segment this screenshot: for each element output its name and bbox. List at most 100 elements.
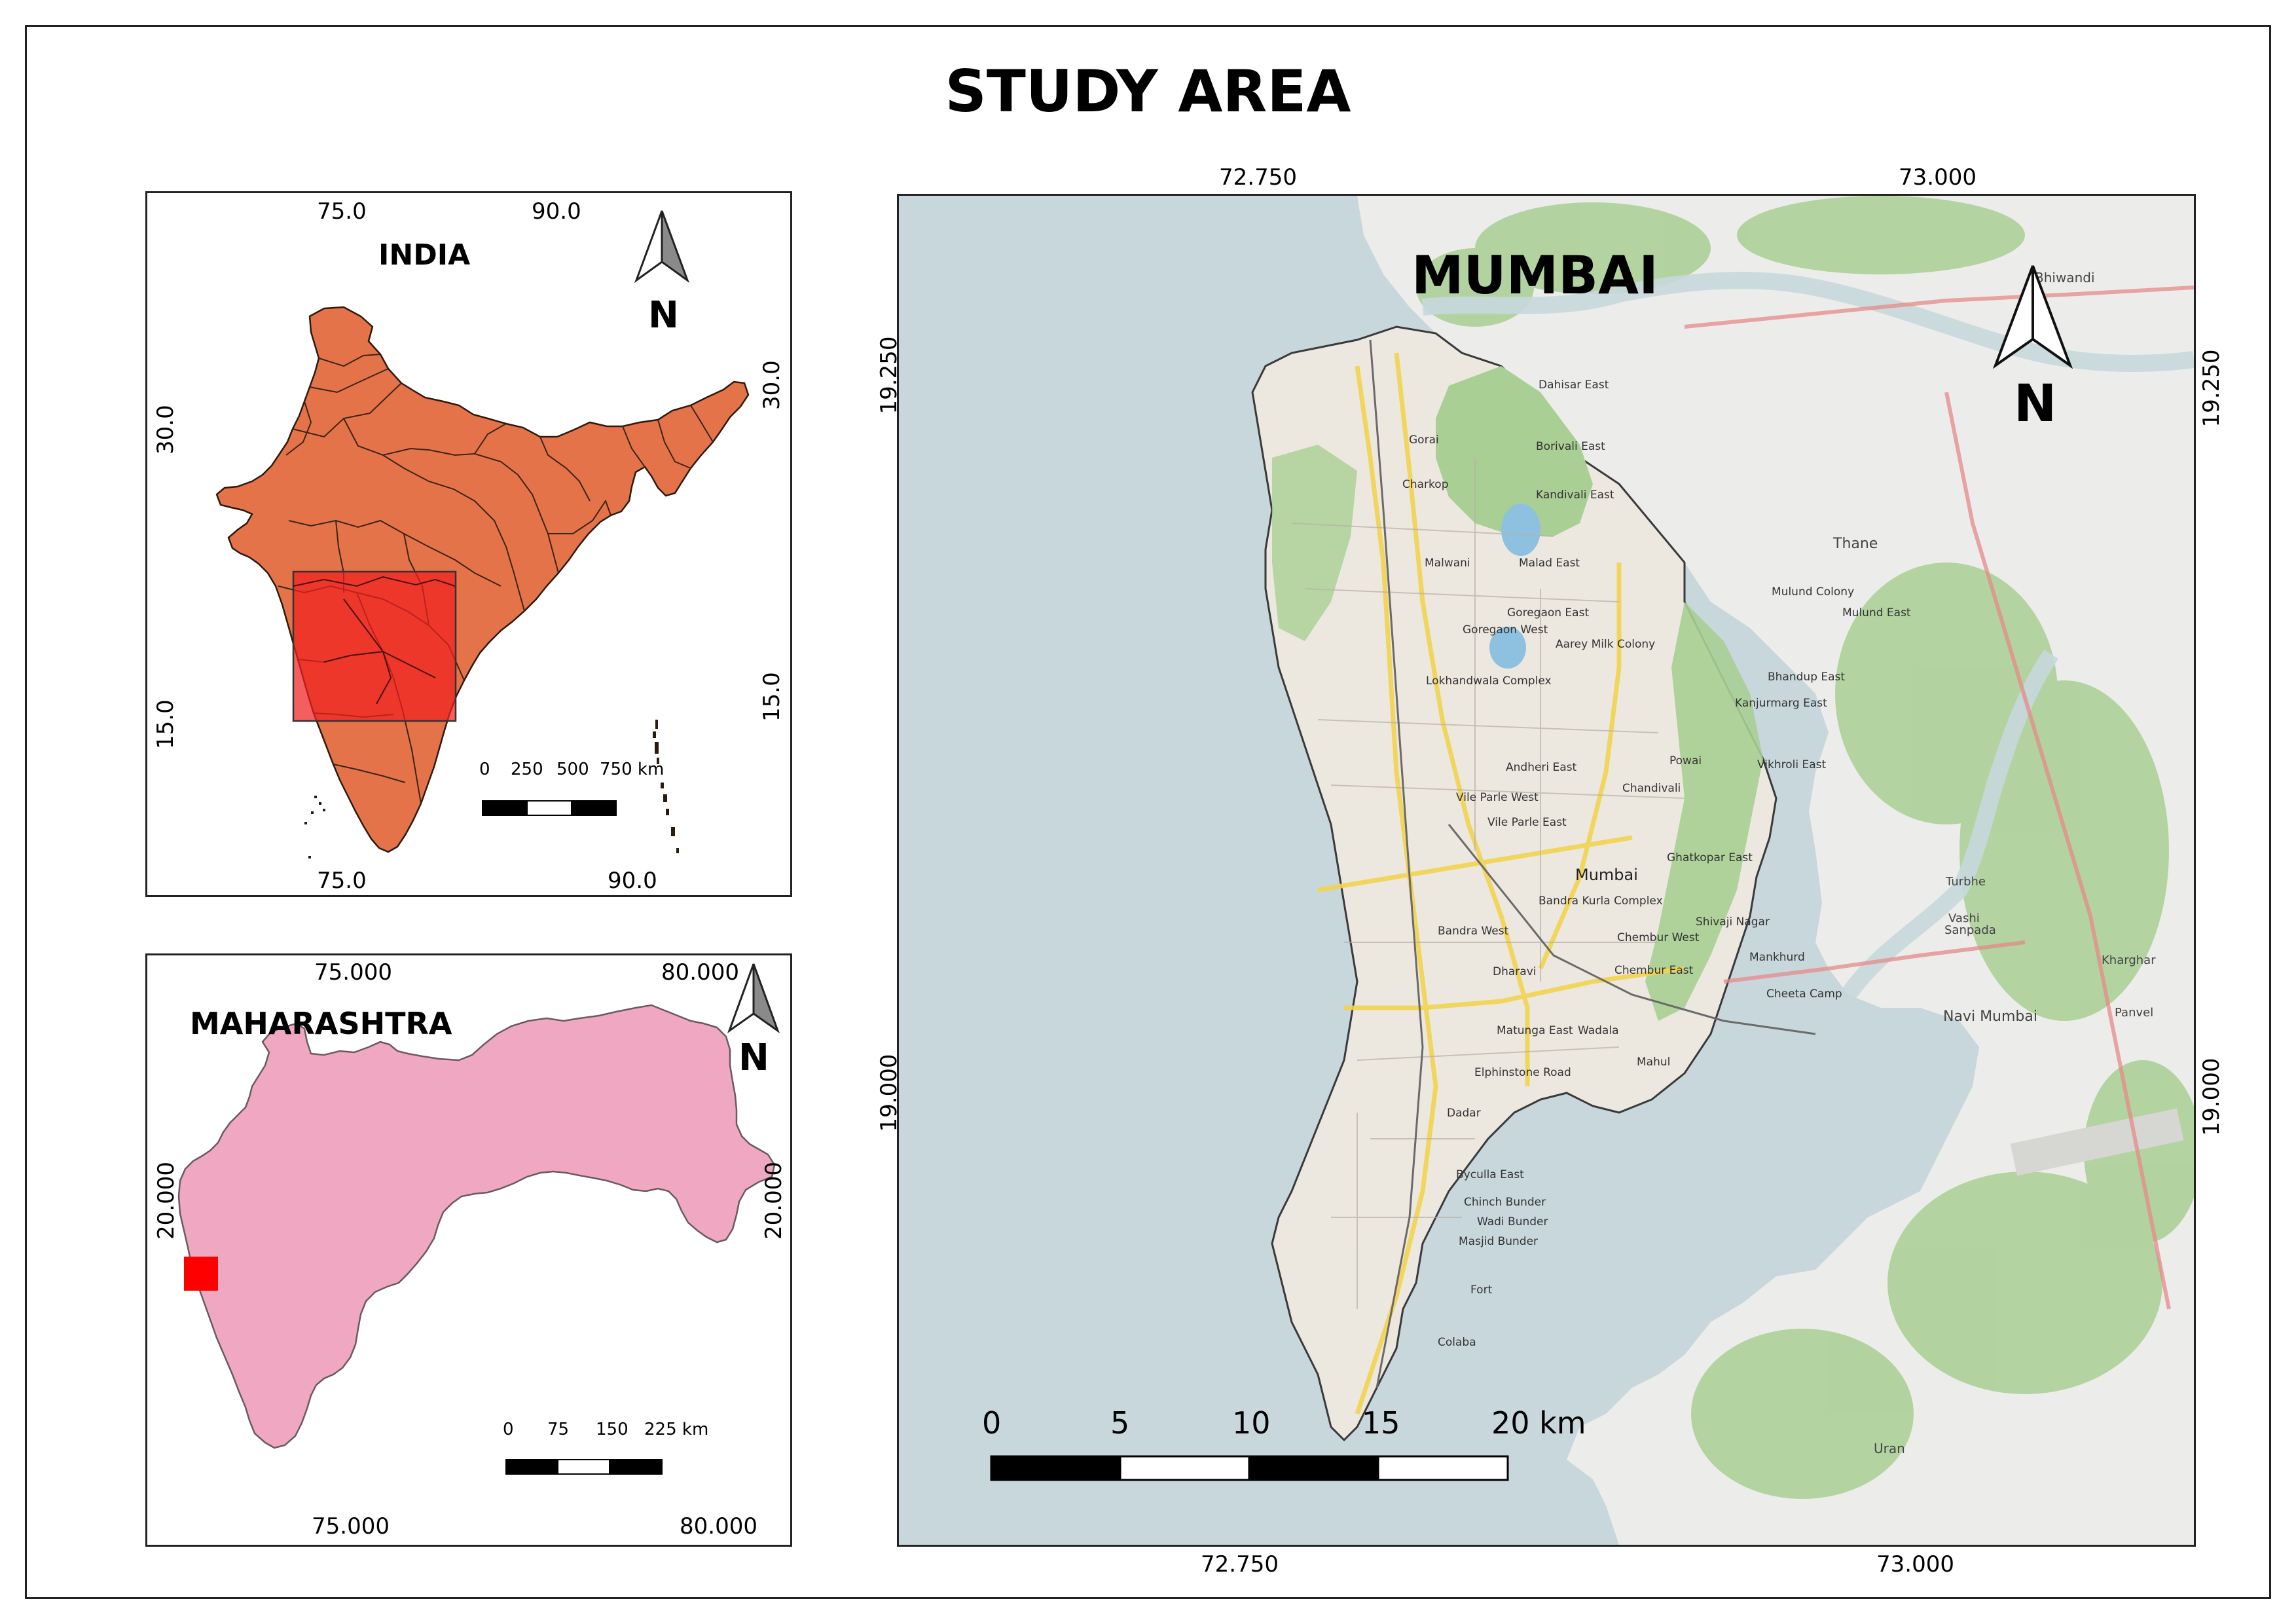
mumbai-scalebar: [990, 1455, 1509, 1481]
islands: [304, 720, 679, 858]
india-map: [215, 306, 750, 858]
maharashtra-coord-right-1: 20.000: [761, 1162, 787, 1240]
mumbai-coord-top-1: 72.750: [1219, 164, 1297, 191]
place-label: Elphinstone Road: [1474, 1066, 1571, 1079]
place-label: Mankhurd: [1749, 951, 1805, 964]
maharashtra-scalebar-tick-1: 75: [547, 1420, 570, 1439]
north-arrow-icon: [1992, 265, 2073, 369]
india-scalebar-tick-2: 500: [556, 760, 589, 779]
place-label: Vile Parle East: [1487, 816, 1567, 829]
place-label: Fort: [1470, 1283, 1493, 1297]
mangroves-west: [1272, 445, 1357, 641]
mumbai-map: [899, 196, 2194, 1545]
north-arrow-icon: [727, 963, 780, 1033]
maharashtra-coord-left-1: 20.000: [153, 1162, 179, 1240]
place-label: Vile Parle West: [1456, 791, 1539, 804]
place-label: Panvel: [2115, 1006, 2154, 1020]
place-label: Aarey Milk Colony: [1556, 638, 1656, 651]
mumbai-scalebar-tick-3: 15: [1362, 1405, 1400, 1441]
maharashtra-coord-bottom-1: 75.000: [312, 1513, 390, 1540]
maharashtra-coord-bottom-2: 80.000: [680, 1513, 757, 1540]
maharashtra-shape: [177, 1004, 776, 1449]
place-label: Bandra Kurla Complex: [1539, 895, 1663, 908]
mumbai-coord-bottom-1: 72.750: [1201, 1551, 1279, 1578]
highways: [1684, 286, 2194, 1310]
india-label: INDIA: [378, 238, 471, 272]
india-north-label: N: [648, 294, 679, 337]
state-boundaries-overlay: [293, 576, 456, 705]
place-label: Borivali East: [1536, 440, 1605, 453]
place-label: Kandivali East: [1536, 489, 1614, 502]
place-label: Bandra West: [1438, 925, 1509, 938]
india-coord-bottom-1: 75.0: [317, 868, 367, 894]
maharashtra-label: MAHARASHTRA: [190, 1006, 452, 1041]
maharashtra-north-label: N: [738, 1037, 769, 1079]
maharashtra-scalebar-tick-3: 225 km: [644, 1420, 709, 1439]
study-area-box-maharashtra: [184, 1257, 218, 1291]
place-label: Matunga East: [1497, 1024, 1573, 1037]
place-label: Chembur East: [1614, 964, 1694, 977]
place-label: Vikhroli East: [1757, 758, 1827, 771]
india-scalebar-tick-0: 0: [479, 760, 490, 779]
railways: [1369, 339, 1816, 1388]
india-coord-top-2: 90.0: [532, 198, 581, 225]
place-label: Dahisar East: [1539, 378, 1609, 392]
india-coord-left-2: 15.0: [153, 699, 179, 749]
maharashtra-scalebar: [505, 1459, 663, 1475]
maharashtra-coord-top-1: 75.000: [314, 959, 392, 986]
place-label: Kharghar: [2102, 953, 2156, 967]
place-label: Turbhe: [1946, 875, 1986, 889]
minor-roads: [1291, 458, 1685, 1309]
mumbai-north-label: N: [2014, 375, 2057, 434]
place-label: Kanjurmarg East: [1735, 697, 1827, 710]
place-label: Shivaji Nagar: [1696, 915, 1770, 929]
place-label: Ghatkopar East: [1667, 851, 1753, 864]
mumbai-scalebar-tick-4: 20 km: [1491, 1405, 1586, 1441]
place-label: Byculla East: [1456, 1168, 1524, 1181]
mumbai-coord-right-2: 19.000: [2198, 1058, 2225, 1136]
mumbai-coord-left-1: 19.250: [876, 336, 902, 415]
place-label: Bhandup East: [1768, 671, 1846, 684]
mumbai-coord-bottom-2: 73.000: [1876, 1551, 1954, 1578]
place-label: Powai: [1669, 754, 1702, 767]
maharashtra-scalebar-tick-0: 0: [503, 1420, 514, 1439]
place-label: Malad East: [1519, 557, 1580, 570]
lake: [1501, 504, 1540, 556]
place-label: Chandivali: [1622, 782, 1681, 795]
place-label: Mulund East: [1842, 606, 1911, 619]
place-label: Navi Mumbai: [1943, 1008, 2037, 1025]
airport: [2010, 1108, 2184, 1176]
place-label: Chembur West: [1617, 931, 1700, 944]
mumbai-coord-left-2: 19.000: [876, 1054, 902, 1132]
place-label: Goregaon East: [1507, 606, 1590, 619]
place-label: Colaba: [1438, 1336, 1476, 1349]
mumbai-scalebar-tick-0: 0: [982, 1405, 1002, 1441]
place-label: Wadala: [1578, 1024, 1619, 1037]
place-label: Goregaon West: [1463, 623, 1548, 637]
place-label: Bhiwandi: [2035, 270, 2095, 286]
place-label: Chinch Bunder: [1464, 1196, 1546, 1209]
maharashtra-coord-top-2: 80.000: [661, 959, 739, 986]
india-coord-left-1: 30.0: [153, 405, 179, 454]
mumbai-scalebar-tick-1: 5: [1110, 1405, 1130, 1441]
place-label: Uran: [1874, 1441, 1905, 1456]
place-label: Dharavi: [1493, 965, 1537, 978]
place-label: Thane: [1833, 536, 1878, 552]
place-label: Vashi: [1948, 912, 1980, 925]
india-scalebar: [482, 800, 617, 816]
mumbai-coord-right-1: 19.250: [2198, 349, 2225, 428]
maharashtra-scalebar-tick-2: 150: [596, 1420, 629, 1439]
place-label: Mumbai: [1575, 866, 1638, 884]
mumbai-coord-top-2: 73.000: [1899, 164, 1977, 191]
mumbai-label: MUMBAI: [1412, 245, 1658, 306]
india-coord-bottom-2: 90.0: [608, 868, 657, 894]
layout-title: STUDY AREA: [945, 58, 1351, 125]
powai-lake: [1489, 627, 1526, 669]
place-label: Masjid Bunder: [1459, 1235, 1539, 1248]
place-label: Dadar: [1447, 1107, 1481, 1120]
place-label: Lokhandwala Complex: [1426, 674, 1552, 688]
page-frame: [25, 25, 2271, 1599]
place-label: Sanpada: [1944, 923, 1996, 937]
north-arrow-icon: [634, 210, 690, 284]
maharashtra-map: [177, 1004, 776, 1449]
